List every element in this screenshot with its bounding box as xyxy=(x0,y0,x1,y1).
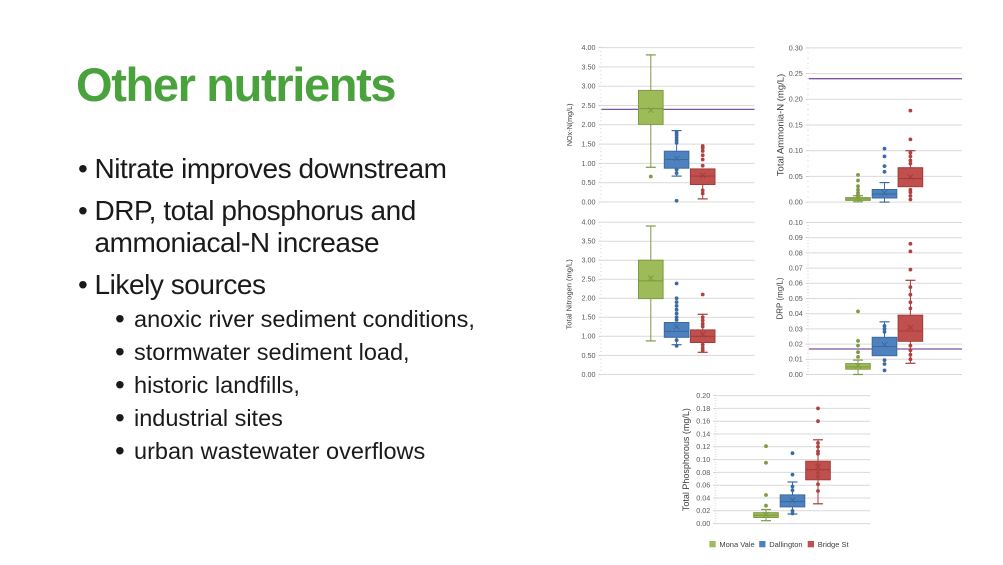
svg-text:0.06: 0.06 xyxy=(789,279,803,288)
svg-text:0.50: 0.50 xyxy=(582,178,596,187)
svg-text:2.00: 2.00 xyxy=(582,294,596,303)
svg-text:0.50: 0.50 xyxy=(582,351,596,360)
svg-text:0.00: 0.00 xyxy=(696,519,710,528)
svg-text:4.00: 4.00 xyxy=(582,218,596,227)
svg-text:1.00: 1.00 xyxy=(582,159,596,168)
svg-text:0.07: 0.07 xyxy=(789,264,803,273)
svg-text:0.10: 0.10 xyxy=(696,455,710,464)
svg-text:0.05: 0.05 xyxy=(789,172,803,181)
svg-text:2.50: 2.50 xyxy=(582,275,596,284)
svg-text:DRP (mg/L): DRP (mg/L) xyxy=(776,277,785,319)
svg-text:0.16: 0.16 xyxy=(696,417,710,426)
svg-text:4.00: 4.00 xyxy=(582,43,596,52)
svg-text:NOx-N(mg/L): NOx-N(mg/L) xyxy=(565,103,574,146)
svg-text:0.00: 0.00 xyxy=(789,370,803,379)
svg-text:0.04: 0.04 xyxy=(696,493,710,502)
svg-text:Bridge St: Bridge St xyxy=(818,540,850,549)
svg-text:0.02: 0.02 xyxy=(789,340,803,349)
svg-text:0.09: 0.09 xyxy=(789,233,803,242)
svg-text:2.00: 2.00 xyxy=(582,120,596,129)
svg-text:0.08: 0.08 xyxy=(696,468,710,477)
svg-text:0.15: 0.15 xyxy=(789,120,803,129)
svg-text:0.08: 0.08 xyxy=(789,248,803,257)
svg-text:0.10: 0.10 xyxy=(789,146,803,155)
svg-text:0.25: 0.25 xyxy=(789,69,803,78)
svg-text:Mona Vale: Mona Vale xyxy=(719,540,754,549)
svg-text:0.04: 0.04 xyxy=(789,309,803,318)
svg-text:0.00: 0.00 xyxy=(582,370,596,379)
svg-text:0.05: 0.05 xyxy=(789,294,803,303)
svg-text:0.10: 0.10 xyxy=(789,218,803,227)
svg-text:1.00: 1.00 xyxy=(582,332,596,341)
svg-text:Dallington: Dallington xyxy=(769,540,802,549)
svg-text:3.50: 3.50 xyxy=(582,237,596,246)
svg-text:Total Phosphorous (mg/L): Total Phosphorous (mg/L) xyxy=(681,408,691,511)
svg-text:0.06: 0.06 xyxy=(696,481,710,490)
svg-text:0.00: 0.00 xyxy=(582,197,596,206)
svg-text:0.18: 0.18 xyxy=(696,404,710,413)
svg-text:0.03: 0.03 xyxy=(789,324,803,333)
svg-text:3.00: 3.00 xyxy=(582,256,596,265)
svg-text:Total Ammonia-N (mg/L): Total Ammonia-N (mg/L) xyxy=(776,74,787,176)
svg-text:0.12: 0.12 xyxy=(696,442,710,451)
svg-text:1.50: 1.50 xyxy=(582,140,596,149)
svg-text:2.50: 2.50 xyxy=(582,101,596,110)
svg-text:0.14: 0.14 xyxy=(696,429,710,438)
svg-text:0.20: 0.20 xyxy=(789,95,803,104)
svg-text:0.01: 0.01 xyxy=(789,355,803,364)
svg-text:0.00: 0.00 xyxy=(789,198,803,207)
svg-text:1.50: 1.50 xyxy=(582,313,596,322)
svg-text:0.02: 0.02 xyxy=(696,506,710,515)
svg-text:Total Nitrogen (mg/L): Total Nitrogen (mg/L) xyxy=(565,259,574,330)
svg-text:3.00: 3.00 xyxy=(582,82,596,91)
svg-text:3.50: 3.50 xyxy=(582,62,596,71)
svg-text:0.20: 0.20 xyxy=(696,391,710,400)
svg-text:0.30: 0.30 xyxy=(789,43,803,52)
